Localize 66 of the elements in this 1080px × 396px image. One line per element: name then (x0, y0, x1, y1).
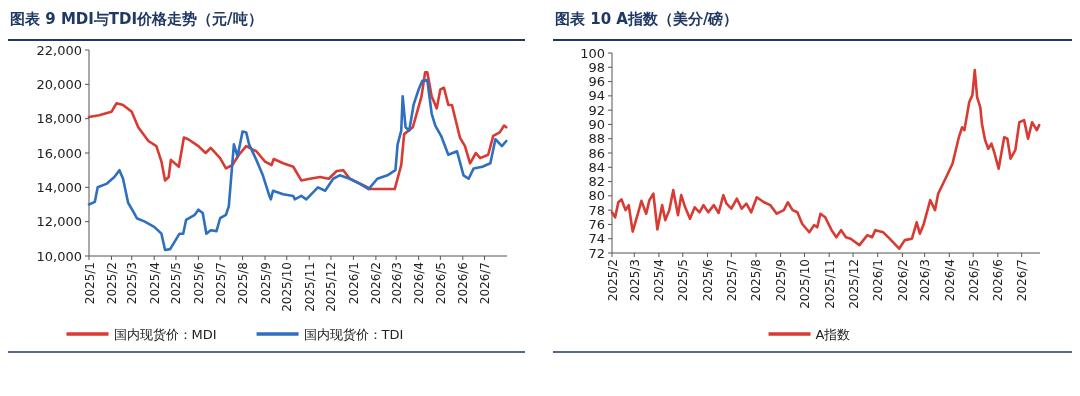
x-tick-label: 2025/4 (147, 262, 162, 305)
y-tick-label: 12,000 (36, 214, 82, 230)
x-tick-label: 2025/6 (191, 262, 206, 305)
y-tick-label: 82 (588, 174, 605, 190)
x-tick-label: 2025/12 (324, 262, 339, 312)
y-tick-label: 80 (588, 188, 605, 204)
y-tick-label: 78 (588, 202, 605, 218)
x-tick-label: 2025/12 (846, 259, 861, 309)
x-tick-label: 2025/11 (302, 262, 317, 312)
x-tick-label: 2026/7 (478, 262, 493, 305)
y-tick-label: 14,000 (36, 179, 82, 195)
y-tick-label: 74 (588, 231, 605, 247)
x-tick-label: 2025/2 (104, 262, 119, 305)
y-tick-label: 88 (588, 131, 605, 147)
legend-label: 国内现货价：TDI (303, 327, 404, 342)
y-tick-label: 84 (588, 159, 605, 175)
x-tick-label: 2025/3 (125, 262, 140, 305)
x-tick-label: 2025/8 (749, 259, 764, 302)
y-tick-label: 72 (588, 245, 605, 261)
y-tick-label: 16,000 (36, 145, 82, 161)
x-tick-label: 2026/1 (871, 259, 886, 302)
x-tick-label: 2025/5 (169, 262, 184, 305)
x-tick-label: 2026/3 (918, 259, 933, 302)
y-tick-label: 90 (588, 116, 605, 132)
y-tick-label: 76 (588, 216, 605, 232)
x-tick-label: 2025/3 (627, 259, 642, 302)
y-tick-label: 18,000 (36, 111, 82, 127)
y-tick-label: 92 (588, 102, 605, 118)
x-tick-label: 2026/5 (966, 259, 981, 302)
x-tick-label: 2025/4 (652, 259, 667, 302)
chart-title: 图表 10 A指数（美分/磅） (555, 10, 739, 28)
y-tick-label: 94 (588, 88, 605, 104)
x-tick-label: 2026/6 (456, 262, 471, 305)
x-tick-label: 2025/7 (213, 262, 228, 305)
x-tick-label: 2025/2 (605, 259, 620, 302)
x-tick-label: 2025/9 (258, 262, 273, 305)
x-tick-label: 2026/1 (346, 262, 361, 305)
x-tick-label: 2026/2 (895, 259, 910, 302)
x-tick-label: 2025/7 (724, 259, 739, 302)
x-tick-label: 2026/3 (389, 262, 404, 305)
x-tick-label: 2026/4 (942, 259, 957, 302)
x-tick-label: 2026/7 (1015, 259, 1030, 302)
x-tick-label: 2025/10 (798, 259, 813, 309)
x-tick-label: 2026/6 (991, 259, 1006, 302)
legend-label: A指数 (815, 327, 851, 342)
y-tick-label: 22,000 (36, 42, 82, 58)
x-tick-label: 2025/1 (82, 262, 97, 305)
line-series (87, 78, 508, 252)
chart-title: 图表 9 MDI与TDI价格走势（元/吨） (10, 10, 263, 28)
x-tick-label: 2026/5 (433, 262, 448, 305)
x-tick-label: 2025/6 (700, 259, 715, 302)
x-tick-label: 2026/2 (369, 262, 384, 305)
y-tick-label: 98 (588, 59, 605, 75)
x-tick-label: 2025/9 (774, 259, 789, 302)
y-tick-label: 96 (588, 74, 605, 90)
y-tick-label: 10,000 (36, 248, 82, 264)
x-tick-label: 2025/8 (236, 262, 251, 305)
x-tick-label: 2025/10 (280, 262, 295, 312)
y-tick-label: 86 (588, 145, 605, 161)
line-series (87, 71, 508, 191)
y-tick-label: 20,000 (36, 76, 82, 92)
x-tick-label: 2025/5 (676, 259, 691, 302)
legend-label: 国内现货价：MDI (113, 327, 217, 342)
x-tick-label: 2026/4 (412, 262, 427, 305)
y-tick-label: 100 (580, 45, 605, 61)
x-tick-label: 2025/11 (822, 259, 837, 309)
